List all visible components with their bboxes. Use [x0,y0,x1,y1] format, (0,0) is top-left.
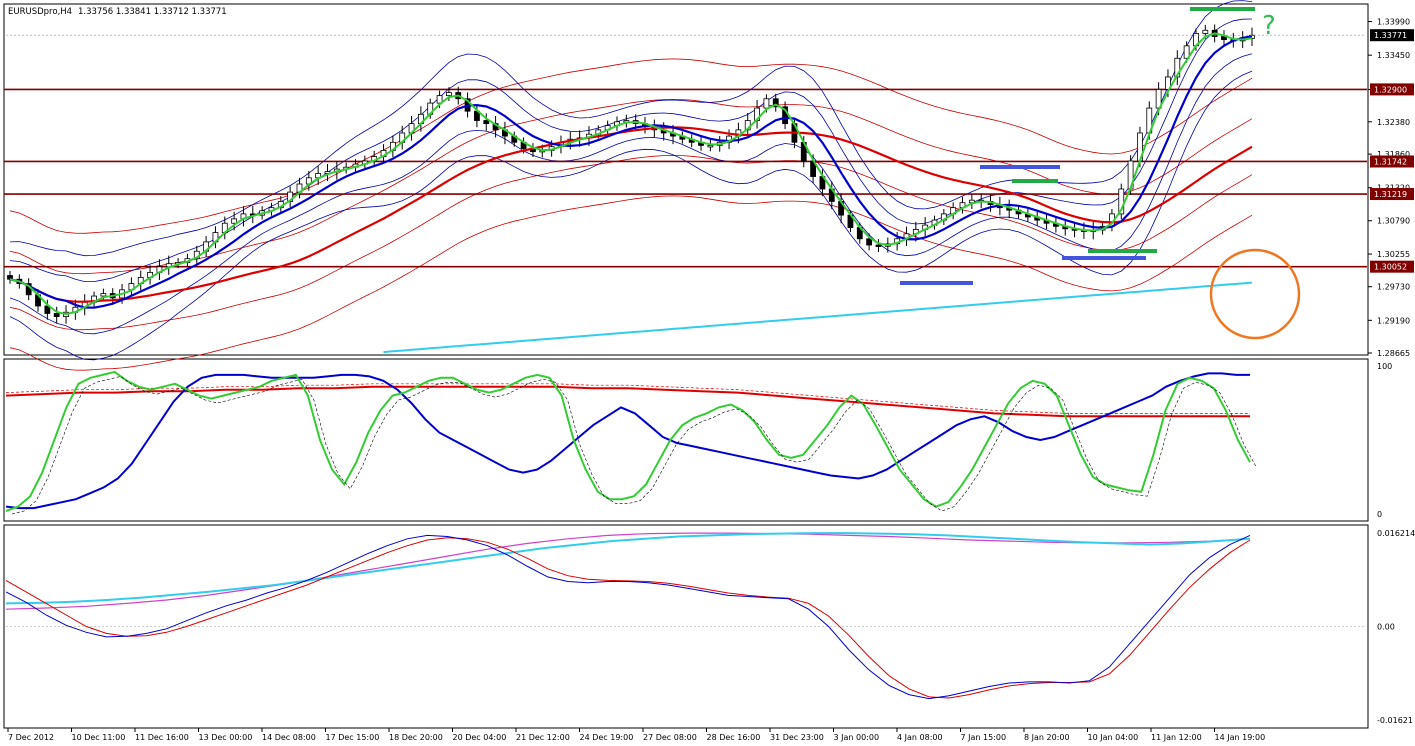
level-price-tag [1370,260,1414,273]
stoch-main-dashed [11,376,1257,515]
level-price-label: 1.30052 [1374,263,1407,272]
envelope-line [9,195,1253,371]
candle [707,139,714,152]
macd-magenta-line [5,532,1251,610]
candle [100,288,107,301]
x-tick-label: 13 Dec 00:00 [199,733,253,742]
stoch-main-line [5,370,1251,512]
macd-cyan-line [5,532,1251,605]
moving-averages [9,32,1253,354]
annotations: ? [900,7,1301,340]
x-tick-label: 4 Jan 08:00 [897,733,943,742]
current-price-label: 1.33771 [1374,31,1407,40]
stoch-signal-line [5,372,1250,510]
envelope-line [9,58,1253,234]
time-axis: 7 Dec 2012 10 Dec 11:00 11 Dec 16:00 13 Dec… [7,728,1266,742]
x-tick-label: 7 Jan 15:00 [961,733,1007,742]
x-tick-label: 11 Dec 16:00 [135,733,189,742]
stochastic-panel-frame [3,358,1369,522]
level-price-label: 1.32900 [1374,85,1407,94]
stoch-tick-label: 0 [1377,510,1382,519]
x-tick-label: 10 Dec 11:00 [72,733,126,742]
stoch-trend-line [5,385,1250,418]
stoch-trend-dashed [5,383,1250,414]
level-price-label: 1.31742 [1374,157,1407,166]
envelope-line [9,154,1253,331]
bollinger-line [9,53,1253,335]
x-tick-label: 17 Dec 15:00 [326,733,380,742]
y-tick-label: 1.28665 [1377,349,1410,358]
level-price-label: 1.31219 [1374,190,1407,199]
x-tick-label: 28 Dec 16:00 [707,733,761,742]
candle [772,93,779,112]
y-tick-label: 1.29190 [1377,316,1410,325]
y-tick-label: 1.29730 [1377,283,1410,292]
x-tick-label: 3 Jan 00:00 [834,733,880,742]
y-tick-label: 1.33450 [1377,51,1410,60]
level-price-tag [1370,83,1414,96]
y-tick-label: 1.31860 [1377,150,1410,159]
ohlc-readout: 1.33756 1.33841 1.33712 1.33771 [78,7,227,17]
x-tick-label: 18 Dec 20:00 [389,733,443,742]
macd-blue-line [5,534,1251,700]
x-tick-label: 31 Dec 23:00 [770,733,824,742]
x-tick-label: 8 Jan 20:00 [1024,733,1070,742]
ma-mid-line [9,35,1253,309]
stoch-tick-label: 100 [1377,362,1392,371]
symbol-label: EURUSDpro,H4 [8,7,72,17]
y-tick-label: 1.30255 [1377,250,1410,259]
x-tick-label: 27 Dec 08:00 [643,733,697,742]
highlight-circle[interactable] [1209,248,1301,340]
x-tick-label: 24 Dec 19:00 [580,733,634,742]
envelope-line [9,98,1253,275]
x-tick-label: 11 Jan 12:00 [1151,733,1202,742]
stochastic-lines [5,370,1257,515]
question-mark-annotation: ? [1262,11,1276,41]
x-tick-label: 14 Dec 08:00 [262,733,316,742]
main-panel-frame [3,3,1369,356]
candle [53,306,60,324]
current-price-tag [1370,29,1414,42]
ma-fast-line [9,32,1253,316]
candle [446,87,452,102]
y-tick-label: 1.32380 [1377,118,1410,127]
x-tick-label: 10 Jan 04:00 [1088,733,1139,742]
level-price-tag [1370,188,1414,201]
macd-red-line [5,537,1251,699]
level-price-tag [1370,155,1414,168]
horizontal-levels [4,88,1367,268]
ma-slow-line [9,126,1253,303]
ma-long-line [383,281,1253,354]
x-tick-label: 20 Dec 04:00 [453,733,507,742]
x-tick-label: 14 Jan 19:00 [1215,733,1266,742]
candle [483,113,490,131]
x-tick-label: 21 Dec 12:00 [516,733,570,742]
macd-tick-label: 0.00 [1377,623,1395,632]
price-axis: 1.339901.334501.329001.323801.318601.313… [6,18,1415,725]
macd-tick-label: -0.01621 [1377,716,1413,725]
candle [875,239,882,253]
macd-lines [5,532,1365,700]
x-tick-label: 7 Dec 2012 [8,733,54,742]
y-tick-label: 1.30790 [1377,217,1410,226]
y-tick-label: 1.33990 [1377,18,1410,27]
candle [231,211,238,231]
macd-tick-label: 0.016214 [1377,529,1415,538]
